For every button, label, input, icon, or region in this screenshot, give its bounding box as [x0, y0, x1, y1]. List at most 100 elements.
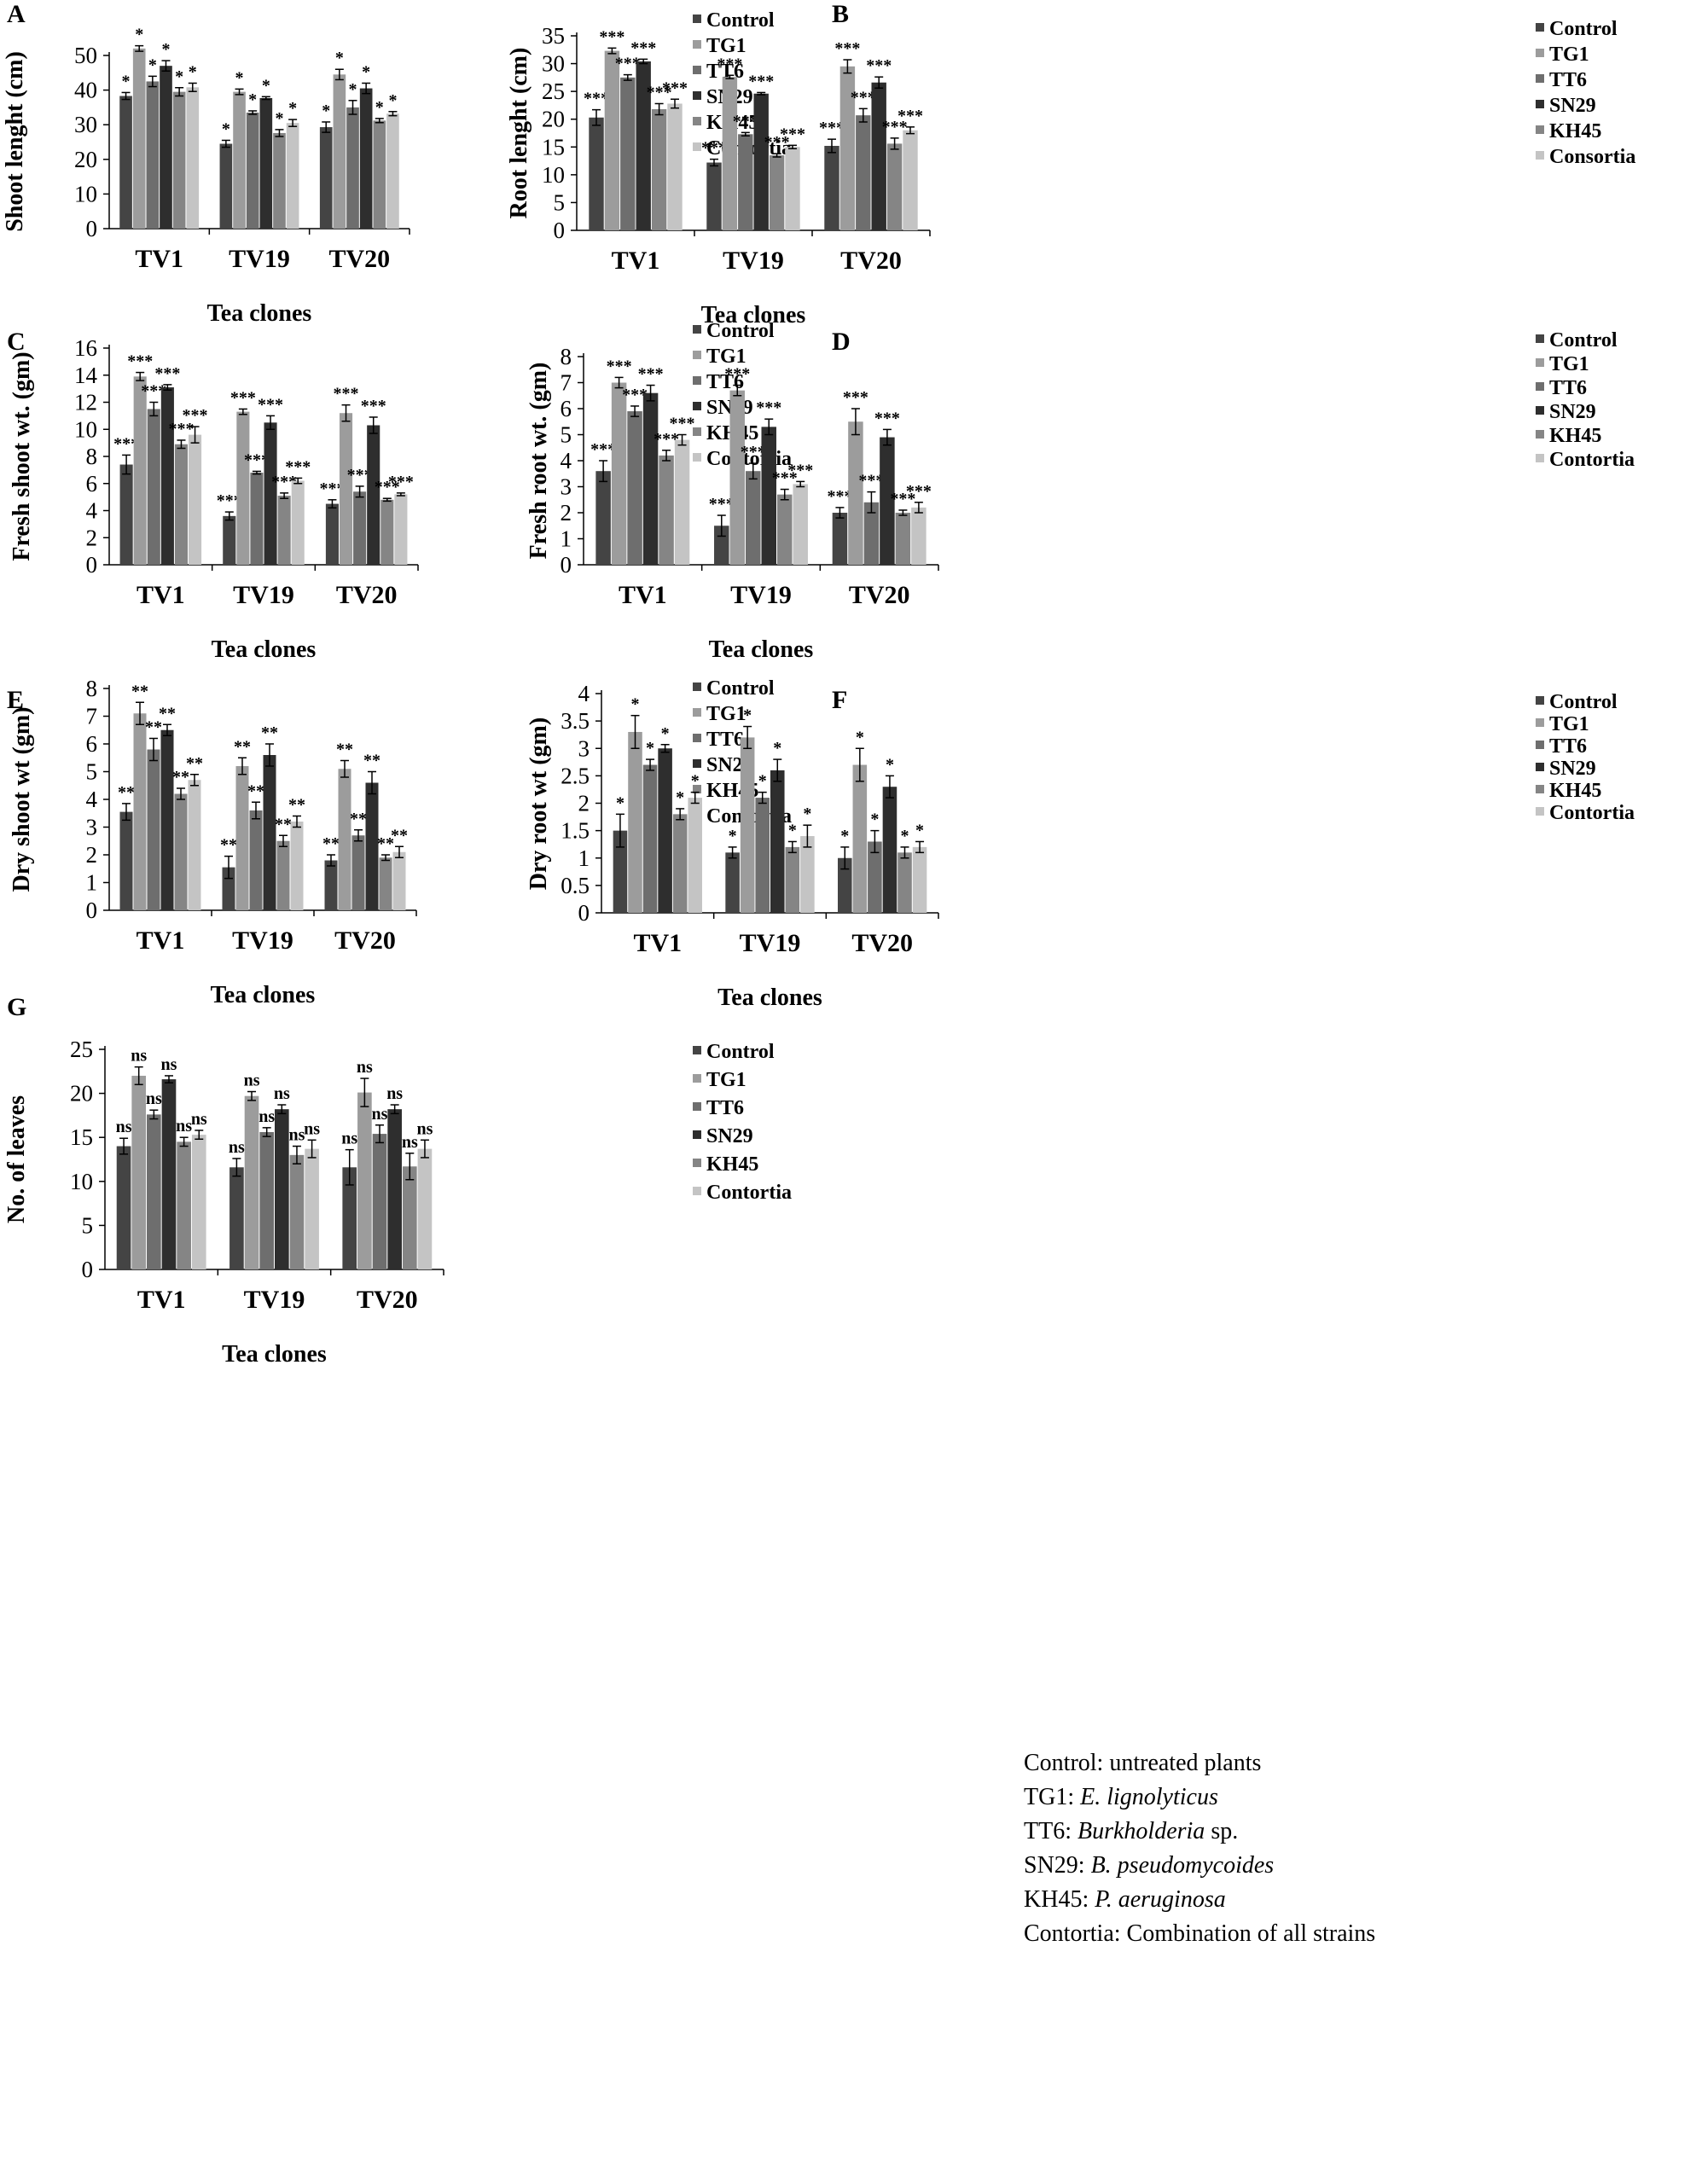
panel-a-legend-label: TG1 — [706, 35, 746, 57]
panel-e-legend-swatch — [693, 734, 701, 742]
panel-a-bar — [246, 112, 259, 229]
panel-g-bar — [191, 1135, 206, 1269]
panel-e-bar — [276, 840, 290, 910]
panel-a-bar — [286, 123, 299, 229]
panel-e-significance-label: ** — [322, 834, 340, 853]
panel-b-bar — [636, 61, 651, 230]
panel-f-significance-label: * — [676, 788, 684, 807]
panel-g-significance-label: ns — [176, 1117, 192, 1136]
panel-g-legend-swatch — [693, 1074, 701, 1083]
panel-c-significance-label: *** — [217, 491, 242, 510]
panel-b-bar — [769, 155, 785, 230]
panel-c-bar — [394, 494, 408, 565]
panel-f-y-tick-label: 1.5 — [561, 818, 590, 844]
panel-f-significance-label: * — [803, 804, 811, 823]
panel-g-bar — [147, 1114, 161, 1269]
panel-e-y-axis-title: Dry shoot wt (gm) — [9, 707, 35, 892]
panel-f-legend-swatch — [1536, 718, 1544, 727]
panel-d-bar — [674, 439, 690, 565]
panel-b-legend-label: Consortia — [1549, 146, 1635, 168]
panel-d-significance-label: *** — [590, 440, 616, 459]
panel-c-bar — [133, 376, 147, 565]
panel-c-bar — [325, 503, 339, 565]
panel-c-significance-label: *** — [154, 364, 180, 383]
panel-e-y-tick-label: 8 — [86, 676, 98, 701]
panel-c-significance-label: *** — [319, 479, 345, 498]
panel-g-significance-label: ns — [116, 1118, 132, 1136]
panel-e-bar — [379, 857, 392, 910]
panel-g-legend-swatch — [693, 1102, 701, 1111]
panel-e-bar — [160, 729, 174, 910]
panel-c-letter: C — [7, 328, 26, 356]
panel-d-category-label: TV19 — [730, 581, 792, 609]
panel-e-significance-label: ** — [377, 834, 394, 853]
panel-g-bar — [229, 1167, 244, 1269]
panel-e-bar — [249, 810, 263, 910]
panel-a-y-tick-label: 0 — [86, 216, 98, 241]
panel-c-legend-swatch — [693, 453, 701, 462]
panel-f-significance-label: * — [743, 706, 752, 725]
footnote-line-3-plain: SN29: — [1024, 1852, 1091, 1879]
panel-b-y-tick-label: 5 — [554, 189, 566, 215]
panel-b-bar — [604, 50, 620, 231]
panel-g-significance-label: ns — [229, 1138, 245, 1157]
panel-c-significance-label: *** — [113, 434, 139, 453]
panel-b-significance-label: *** — [764, 133, 790, 152]
panel-b-bar — [785, 147, 800, 230]
panel-c-bar — [223, 515, 236, 565]
panel-d-significance-label: *** — [890, 490, 915, 508]
panel-a-bar — [319, 127, 333, 229]
panel-f-legend-swatch — [1536, 741, 1544, 749]
panel-b-significance-label: *** — [647, 83, 672, 102]
panel-d-y-tick-label: 5 — [561, 422, 572, 448]
panel-a-bar — [146, 81, 160, 229]
panel-f: F 00.511.52 2.533.54 TV1 TV19 TV20 * * * * * * * * * * *… — [526, 681, 1635, 1011]
panel-e-significance-label: ** — [391, 826, 408, 845]
panel-a-legend-label: Control — [706, 9, 775, 32]
panel-f-y-tick-label: 4 — [578, 681, 590, 706]
panel-c-y-tick-label: 12 — [74, 390, 97, 415]
footnote-line-4: KH45: P. aeruginosa — [1024, 1886, 1226, 1913]
panel-b-significance-label: *** — [819, 119, 845, 137]
panel-c-legend-label: SN29 — [706, 397, 753, 419]
footnote-line-2-plain: TT6: — [1024, 1818, 1078, 1844]
panel-e-y-tick-label: 6 — [86, 731, 98, 757]
panel-f-bar — [658, 748, 672, 913]
panel-e-significance-label: ** — [172, 768, 189, 787]
panel-c-y-axis-title: Fresh shoot wt. (gm) — [9, 351, 35, 561]
panel-e-bar — [147, 749, 160, 910]
panel-d-significance-label: *** — [843, 388, 868, 407]
panel-b-legend-label: KH45 — [1549, 120, 1601, 142]
panel-c-significance-label: *** — [127, 352, 153, 371]
panel-f-y-tick-label: 0.5 — [561, 873, 590, 898]
panel-d-bar — [793, 484, 808, 565]
panel-b-bar — [738, 134, 753, 230]
panel-f-significance-label: * — [773, 739, 781, 758]
panel-e-bar — [351, 835, 365, 910]
panel-d-significance-label: *** — [709, 495, 735, 514]
panel-c-significance-label: *** — [334, 385, 359, 404]
panel-b-significance-label: *** — [662, 78, 688, 97]
footnote-line-5-plain: Contortia: Combination of all strains — [1024, 1920, 1375, 1947]
panel-f-bar — [672, 814, 688, 913]
panel-f-significance-label: * — [886, 755, 894, 774]
panel-d-legend-label: Contortia — [1549, 449, 1635, 471]
panel-f-bar — [882, 787, 897, 913]
panel-c-bar — [160, 387, 174, 565]
panel-e-y-tick-label: 0 — [86, 897, 98, 923]
panel-e-bar — [174, 793, 188, 910]
panel-d-significance-label: *** — [756, 398, 781, 417]
panel-b-significance-label: *** — [630, 38, 656, 57]
panel-c-significance-label: *** — [258, 395, 283, 414]
panel-f-significance-label: * — [840, 827, 849, 845]
panel-c-significance-label: *** — [141, 382, 166, 401]
panel-g-y-tick-label: 20 — [70, 1081, 93, 1107]
panel-g-bar — [372, 1134, 387, 1269]
panel-d-legend-swatch — [1536, 454, 1544, 462]
panel-a-significance-label: * — [161, 40, 170, 59]
panel-a-significance-label: * — [222, 119, 230, 138]
